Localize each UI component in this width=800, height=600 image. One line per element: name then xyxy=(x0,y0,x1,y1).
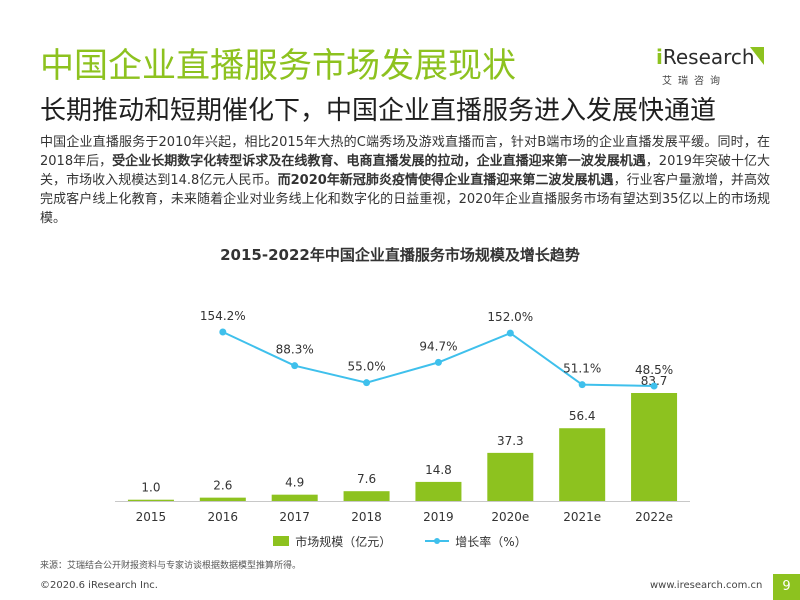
bar-2015 xyxy=(127,499,174,501)
growth-label-2019: 94.7% xyxy=(419,339,457,353)
legend-line-swatch xyxy=(425,536,450,546)
growth-label-2022e: 48.5% xyxy=(635,363,673,377)
body-text-3: ，行业客户量激增，并高效完成客户线上化教育，未来随着企业对业务线上化和数字化的日… xyxy=(40,173,771,226)
bar-2017 xyxy=(271,494,318,501)
bar-2021e xyxy=(559,428,606,501)
growth-point-2016 xyxy=(219,328,227,336)
bar-2020e xyxy=(487,452,534,501)
source-note: 来源：艾瑞结合公开财报资料与专家访谈根据数据模型推算所得。 xyxy=(40,561,302,571)
body-bold-1: 受企业长期数字化转型诉求及在线教育、电商直播发展的拉动，企业直播迎来第一波发展机… xyxy=(112,154,646,169)
logo-wordmark: iResearch xyxy=(656,46,755,68)
growth-label-2020e: 152.0% xyxy=(487,310,533,324)
growth-point-2018 xyxy=(363,379,371,387)
growth-label-2018: 55.0% xyxy=(348,360,386,374)
footer-url: www.iresearch.com.cn xyxy=(650,580,763,591)
x-tick-label-2019: 2019 xyxy=(423,510,454,524)
bar-value-label-2016: 2.6 xyxy=(213,479,232,493)
intro-paragraph: 中国企业直播服务于2010年兴起，相比2015年大热的C端秀场及游戏直播而言，针… xyxy=(40,133,770,228)
legend-label-growth-rate: 增长率（%） xyxy=(455,534,527,549)
bar-value-label-2015: 1.0 xyxy=(141,481,160,495)
body-text-1: 中国企业直播服务于2010年兴起，相比2015年大热的C端秀场及游戏直播而言，针… xyxy=(40,135,770,169)
growth-point-2020e xyxy=(506,329,514,337)
growth-point-2019 xyxy=(434,358,442,366)
bar-value-label-2021e: 56.4 xyxy=(569,409,596,423)
bar-2019 xyxy=(415,481,462,501)
legend-label-market-size: 市场规模（亿元） xyxy=(295,534,392,549)
body-bold-2: 而2020年新冠肺炎疫情使得企业直播迎来第二波发展机遇 xyxy=(277,173,614,188)
growth-label-2016: 154.2% xyxy=(200,309,246,323)
x-tick-label-2016: 2016 xyxy=(208,510,239,524)
x-tick-label-2020e: 2020e xyxy=(491,510,529,524)
x-tick-label-2021e: 2021e xyxy=(563,510,601,524)
bar-value-label-2017: 4.9 xyxy=(285,476,304,490)
bar-2022e xyxy=(631,393,678,501)
x-tick-label-2022e: 2022e xyxy=(635,510,673,524)
bar-2018 xyxy=(343,491,390,501)
growth-label-2021e: 51.1% xyxy=(563,362,601,376)
copyright: ©2020.6 iResearch Inc. xyxy=(40,580,158,591)
legend-item-growth-rate: 增长率（%） xyxy=(425,532,527,550)
growth-label-2017: 88.3% xyxy=(276,343,314,357)
x-tick-label-2015: 2015 xyxy=(136,510,167,524)
bar-value-label-2020e: 37.3 xyxy=(497,434,524,448)
logo-word: Research xyxy=(662,45,755,69)
chart-title: 2015-2022年中国企业直播服务市场规模及增长趋势 xyxy=(220,246,580,264)
logo-prefix: i xyxy=(656,45,663,69)
page-number: 9 xyxy=(773,574,800,600)
page-subtitle: 长期推动和短期催化下，中国企业直播服务进入发展快通道 xyxy=(40,96,717,126)
logo-triangle-icon xyxy=(750,47,764,65)
body-text-2: ，2019年突破十亿大关，市场收入规模达到14.8亿元人民币。 xyxy=(40,154,770,188)
iresearch-logo: iResearch 艾瑞咨询 xyxy=(656,46,766,90)
growth-point-2017 xyxy=(291,362,299,370)
legend-bar-swatch xyxy=(273,536,290,546)
chart-legend: 市场规模（亿元） 增长率（%） xyxy=(0,532,800,550)
growth-point-2021e xyxy=(578,381,586,389)
bar-value-label-2018: 7.6 xyxy=(357,472,376,486)
x-tick-label-2018: 2018 xyxy=(351,510,382,524)
page-title: 中国企业直播服务市场发展现状 xyxy=(40,46,516,86)
x-tick-label-2017: 2017 xyxy=(279,510,310,524)
growth-point-2022e xyxy=(650,382,658,390)
legend-item-market-size: 市场规模（亿元） xyxy=(273,532,391,550)
bar-value-label-2022e: 83.7 xyxy=(641,374,668,388)
bar-value-label-2019: 14.8 xyxy=(425,463,452,477)
logo-chinese: 艾瑞咨询 xyxy=(662,76,726,87)
bar-2016 xyxy=(199,497,246,501)
